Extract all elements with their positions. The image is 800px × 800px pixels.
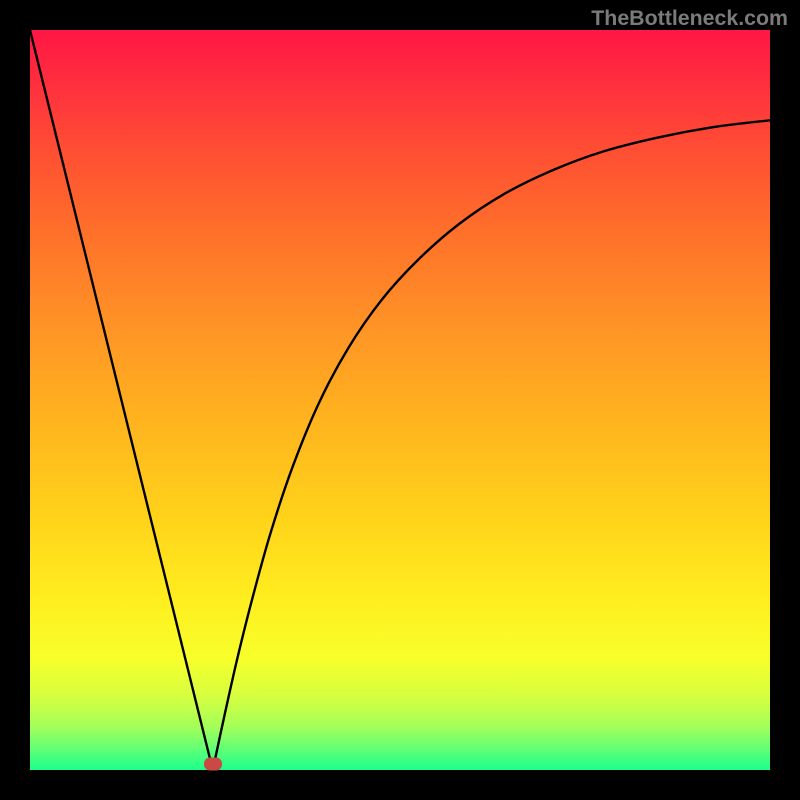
gradient-background [30, 30, 770, 770]
gradient-rect [30, 30, 770, 770]
optimum-marker [204, 758, 222, 771]
plot-area [30, 30, 770, 770]
attribution-text: TheBottleneck.com [591, 6, 788, 31]
chart-frame: TheBottleneck.com [0, 0, 800, 800]
